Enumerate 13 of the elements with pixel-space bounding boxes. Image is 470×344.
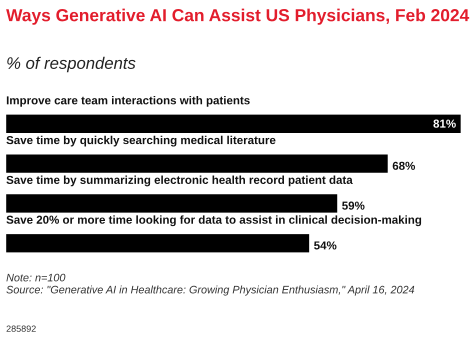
source-note: Source: "Generative AI in Healthcare: Growing Physician Enthusiasm," April 16, 2024 (6, 286, 414, 296)
y-tick-label: Save time by quickly searching medical literature (6, 136, 276, 147)
text: Note: n=100 (6, 274, 66, 282)
text: 285892 (6, 326, 36, 332)
chart-subtitle: % of respondents (7, 56, 136, 72)
data-label: 54% (314, 241, 336, 250)
y-tick-label: Save time by summarizing electronic health record patient data (6, 176, 353, 186)
y-tick-label: Save 20% or more time looking for data to assist in clinical decision-making (6, 215, 422, 226)
data-label: 68% (392, 162, 416, 170)
data-label: 59% (342, 202, 365, 210)
y-tick-label: Improve care team interactions with patients (6, 96, 250, 107)
data-label: 81% (433, 120, 456, 128)
chart-title: Ways Generative AI Can Assist US Physicians, Feb 2024 (6, 8, 470, 25)
